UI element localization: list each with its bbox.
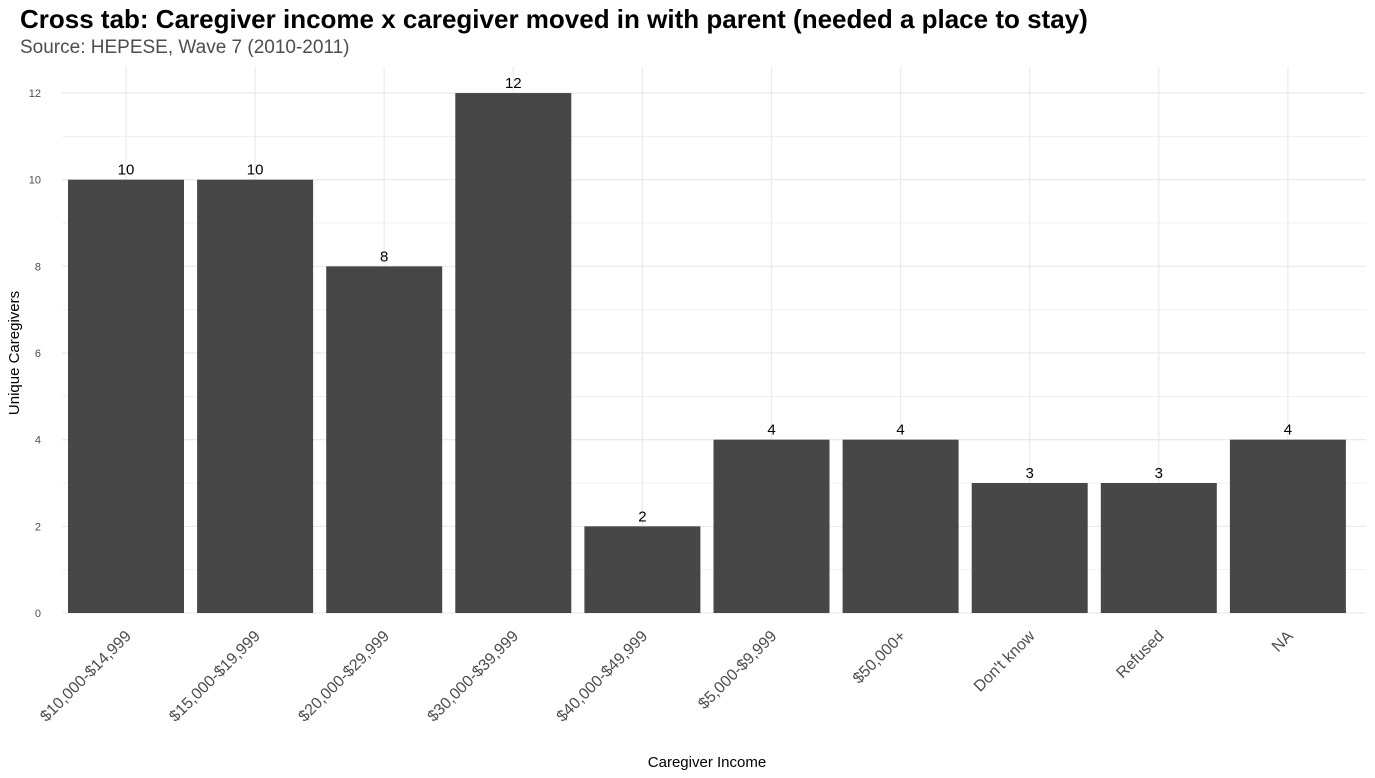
chart-subtitle: Source: HEPESE, Wave 7 (2010-2011) [20,37,350,58]
bar [68,179,184,613]
bar [455,93,572,614]
data-label: 4 [896,422,904,439]
x-tick-label: Don't know [971,627,1039,695]
chart-title: Cross tab: Caregiver income x caregiver … [20,4,1088,34]
data-label: 12 [505,75,522,92]
y-axis-ticks: 0 2 4 6 8 10 12 [29,88,41,620]
x-tick-label: Refused [1113,628,1167,682]
bar [842,439,959,613]
bar [326,266,443,613]
bars [68,93,1346,614]
x-axis-ticks: $10,000-$14,999 $15,000-$19,999 $20,000-$2… [37,627,1297,725]
bar [197,179,314,613]
y-tick-label: 6 [35,348,41,360]
bar [1100,483,1217,613]
bar [971,483,1088,613]
data-label: 4 [1284,422,1292,439]
x-tick-label: $30,000-$39,999 [425,628,523,726]
y-tick-label: 10 [29,175,41,187]
bar [713,439,830,613]
y-tick-label: 12 [29,88,41,100]
data-labels: 10 10 8 12 2 4 4 3 3 4 [118,75,1292,525]
y-tick-label: 8 [35,261,41,273]
data-label: 3 [1026,465,1034,482]
x-tick-label: $5,000-$9,999 [695,628,780,713]
data-label: 8 [380,248,388,265]
x-tick-label: $40,000-$49,999 [554,628,652,726]
bar [1229,439,1346,613]
data-label: 10 [247,162,264,179]
data-label: 3 [1155,465,1163,482]
data-label: 10 [118,162,135,179]
y-tick-label: 0 [35,608,41,620]
x-tick-label: $20,000-$29,999 [295,628,393,726]
bar [584,526,701,613]
x-axis-title: Caregiver Income [648,754,766,771]
x-tick-label: $50,000+ [850,628,910,688]
data-label: 2 [638,508,646,525]
x-tick-label: $10,000-$14,999 [37,628,135,726]
x-tick-label: NA [1269,628,1297,656]
x-tick-label: $15,000-$19,999 [166,628,264,726]
y-tick-label: 2 [35,521,41,533]
data-label: 4 [767,422,775,439]
y-axis-title: Unique Caregivers [6,291,23,415]
y-tick-label: 4 [35,435,41,447]
